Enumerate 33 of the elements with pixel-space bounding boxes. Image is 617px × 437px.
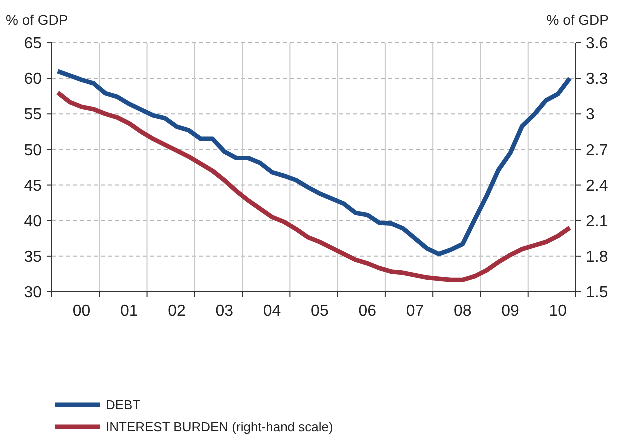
y-tick-label: 30 [24, 284, 42, 302]
x-tick-label: 01 [120, 303, 138, 320]
y2-tick-label: 3 [586, 106, 595, 124]
x-tick-label: 05 [311, 303, 329, 320]
y-tick-label: 65 [24, 36, 42, 53]
y-tick-label: 35 [24, 249, 42, 266]
x-tick-label: 09 [502, 303, 520, 320]
x-tick-label: 03 [216, 303, 234, 320]
y-tick-label: 40 [24, 213, 42, 230]
line-series [56, 90, 572, 282]
y2-tick-label: 2.7 [586, 142, 608, 160]
y2-tick-label: 2.4 [586, 178, 608, 195]
x-tick-label: 06 [358, 303, 377, 320]
y-tick-label: 55 [24, 106, 42, 124]
x-tick-label: 00 [72, 303, 91, 320]
y-tick-label: 50 [24, 142, 42, 160]
x-tick-label: 02 [168, 303, 186, 320]
y2-tick-label: 1.5 [586, 284, 608, 302]
x-tick-label: 08 [454, 303, 472, 320]
y2-tick-label: 3.6 [586, 36, 608, 53]
x-tick-label: 10 [549, 303, 568, 320]
x-tick-label: 07 [406, 303, 424, 320]
y-axis-title: % of GDP [6, 12, 68, 28]
y2-tick-label: 3.3 [586, 71, 608, 88]
y-tick-label: 60 [24, 71, 42, 88]
y2-tick-label: 1.8 [586, 249, 608, 266]
y2-tick-label: 2.1 [586, 213, 608, 230]
legend-label: DEBT [106, 398, 141, 413]
y-tick-label: 45 [24, 178, 42, 195]
y2-axis-title: % of GDP [546, 12, 609, 28]
x-tick-label: 04 [263, 303, 282, 320]
legend-label: INTEREST BURDEN (right-hand scale) [106, 420, 334, 435]
line-series [56, 69, 572, 257]
